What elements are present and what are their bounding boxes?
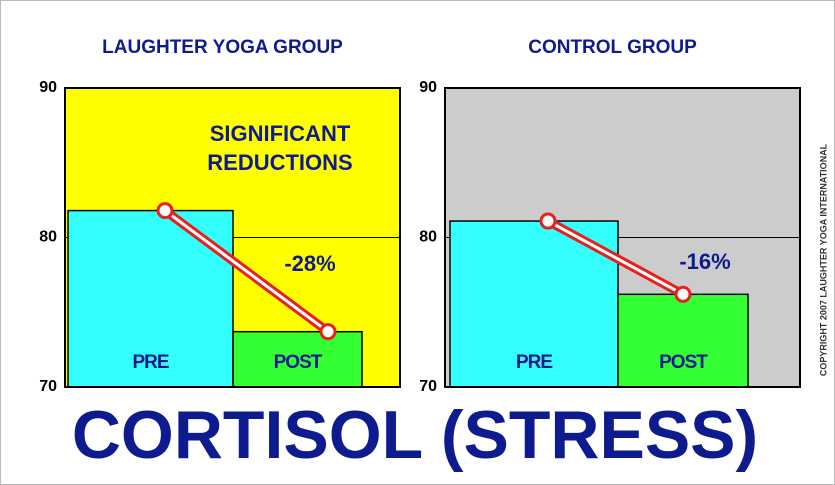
y-tick-label: 90	[419, 79, 437, 96]
y-tick-label: 80	[419, 229, 437, 246]
trend-line-inner	[547, 219, 684, 296]
change-label: -16%	[679, 249, 730, 274]
annotation: SIGNIFICANT	[210, 121, 351, 146]
point-marker	[319, 323, 337, 341]
plot-border	[444, 87, 801, 388]
main-title: CORTISOL (STRESS)	[72, 397, 758, 473]
category-label: PRE	[516, 352, 552, 373]
y-tick-label: 90	[39, 79, 57, 96]
trend-line-inner	[164, 209, 329, 333]
category-label: POST	[659, 352, 708, 373]
bar	[232, 330, 363, 388]
point-marker	[539, 212, 557, 230]
bar	[617, 293, 749, 388]
category-label: POST	[274, 352, 323, 373]
plot-border	[64, 87, 401, 388]
change-label: -28%	[284, 251, 335, 276]
panel-title: LAUGHTER YOGA GROUP	[102, 37, 343, 58]
y-tick-label: 70	[419, 378, 437, 395]
point-marker	[156, 202, 174, 220]
annotation: REDUCTIONS	[207, 150, 352, 175]
copyright: COPYRIGHT 2007 LAUGHTER YOGA INTERNATION…	[818, 143, 828, 376]
category-label: PRE	[132, 352, 168, 373]
point-marker	[674, 285, 692, 303]
y-tick-label: 80	[39, 229, 57, 246]
y-tick-label: 70	[39, 378, 57, 395]
panel-title: CONTROL GROUP	[528, 37, 697, 58]
